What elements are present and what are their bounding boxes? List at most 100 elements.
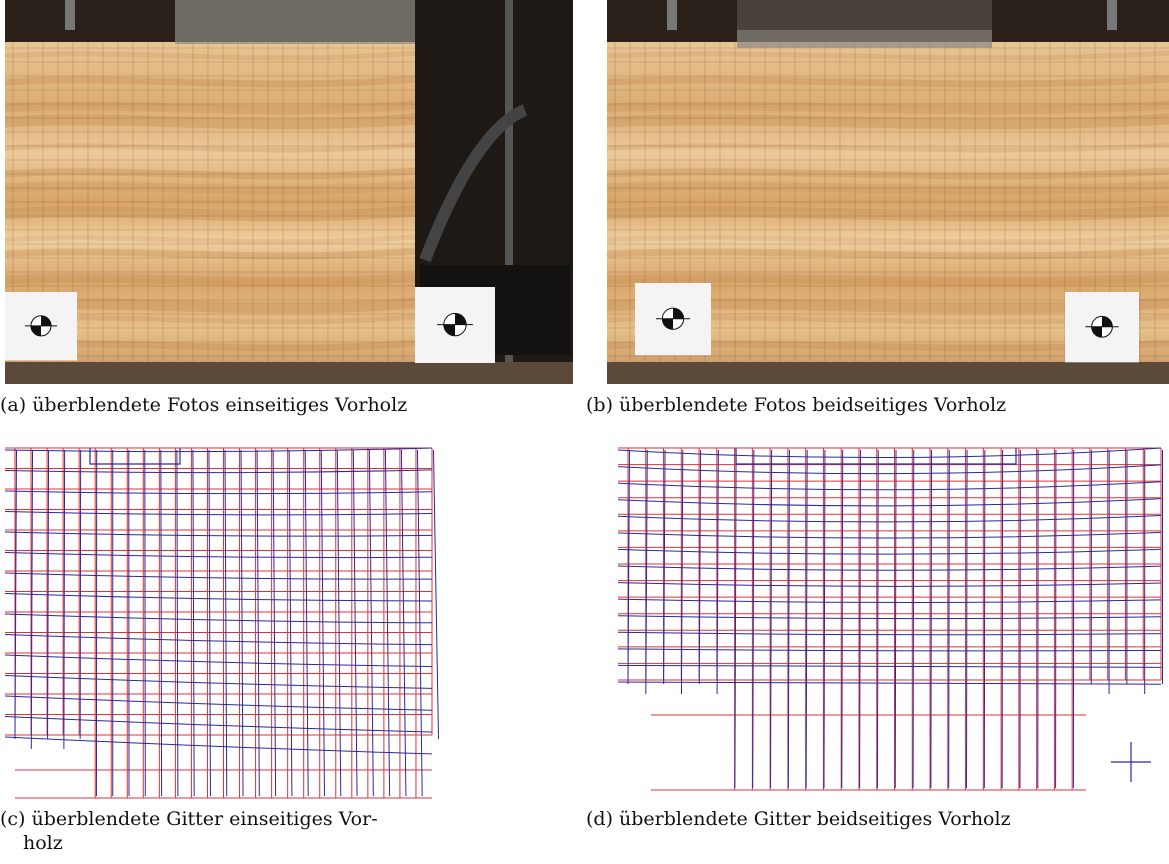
def-horizontal-line	[617, 464, 1162, 475]
wood-grain	[607, 100, 1169, 115]
grid-d-drawing	[617, 447, 1163, 791]
def-vertical-line	[433, 449, 439, 740]
grid-overlay-one-sided	[0, 440, 445, 802]
wood-grain	[5, 234, 416, 245]
def-horizontal-line	[4, 716, 433, 733]
table-surface	[607, 362, 1169, 384]
wood-grain	[607, 234, 1169, 245]
def-horizontal-line	[4, 593, 433, 602]
wood-grain	[607, 142, 1169, 153]
wood-grain	[607, 113, 1169, 130]
def-horizontal-line	[617, 648, 1162, 652]
def-vertical-line	[208, 449, 211, 797]
target-quadrant	[673, 308, 684, 319]
panel-a: (a) überblendete Fotos einseitiges Vorho…	[0, 0, 580, 420]
def-vertical-line	[966, 449, 968, 789]
def-horizontal-line	[4, 654, 433, 667]
target-quadrant	[41, 315, 52, 326]
wood-grain	[607, 247, 1169, 260]
def-horizontal-line	[4, 634, 433, 646]
def-vertical-line	[368, 449, 374, 797]
top-shadow	[607, 0, 1169, 30]
wood-grain	[5, 113, 416, 130]
caption-c-line1: (c) überblendete Gitter einseitiges Vor-	[0, 808, 378, 830]
def-vertical-line	[859, 449, 861, 789]
rod	[667, 0, 677, 30]
def-horizontal-line	[4, 469, 433, 474]
def-horizontal-line	[4, 552, 433, 559]
def-vertical-line	[841, 449, 844, 789]
def-vertical-line	[79, 449, 82, 740]
target-quadrant	[443, 324, 455, 336]
wood-grain	[5, 100, 416, 115]
def-vertical-line	[30, 449, 34, 750]
caption-b: (b) überblendete Fotos beidseitiges Vorh…	[586, 394, 1007, 416]
def-vertical-line	[176, 449, 179, 797]
target-quadrant	[30, 325, 41, 336]
def-horizontal-line	[4, 531, 433, 537]
panel-c: (c) überblendete Gitter einseitiges Vor-…	[0, 430, 580, 864]
def-horizontal-line	[617, 681, 1162, 685]
grid-c-drawing	[4, 447, 439, 799]
wood-grain	[607, 50, 1169, 61]
top-shadow	[5, 0, 175, 28]
caption-c-line2: holz	[23, 832, 63, 854]
caption-a: (a) überblendete Fotos einseitiges Vorho…	[0, 394, 408, 416]
def-vertical-line	[272, 449, 277, 797]
wood-grain	[607, 75, 1169, 88]
def-vertical-line	[336, 449, 342, 797]
def-horizontal-line	[617, 498, 1162, 507]
panel-b: (b) überblendete Fotos beidseitiges Vorh…	[586, 0, 1169, 420]
target-quadrant	[455, 313, 467, 325]
def-horizontal-line	[617, 582, 1162, 587]
grid-overlay-two-sided	[606, 440, 1169, 802]
wood-grain	[5, 50, 416, 61]
def-vertical-line	[63, 449, 66, 750]
stand-pole	[505, 0, 513, 384]
def-vertical-line	[144, 449, 146, 797]
def-vertical-line	[787, 449, 790, 789]
photo-two-sided-notch	[607, 0, 1169, 384]
def-horizontal-line	[617, 664, 1162, 668]
def-horizontal-line	[4, 695, 433, 711]
wood-grain	[5, 272, 416, 287]
photo-b-image	[607, 0, 1169, 384]
def-horizontal-line	[617, 631, 1162, 636]
def-vertical-line	[192, 449, 195, 797]
wood-grain	[607, 167, 1169, 180]
def-vertical-line	[14, 449, 17, 740]
def-horizontal-line	[617, 565, 1162, 571]
panel-d: (d) überblendete Gitter beidseitiges Vor…	[586, 430, 1169, 864]
def-horizontal-line	[617, 531, 1162, 539]
def-horizontal-line	[617, 598, 1162, 603]
def-vertical-line	[256, 449, 260, 797]
def-vertical-line	[752, 449, 755, 789]
def-horizontal-line	[617, 514, 1162, 523]
target-quadrant	[1102, 316, 1113, 327]
def-vertical-line	[823, 449, 826, 789]
def-vertical-line	[240, 449, 244, 797]
wood-grain	[5, 180, 416, 195]
def-vertical-line	[805, 449, 808, 789]
wood-grain	[607, 272, 1169, 287]
def-horizontal-line	[617, 481, 1162, 491]
caption-d: (d) überblendete Gitter beidseitiges Vor…	[586, 808, 1011, 830]
def-horizontal-line	[4, 736, 433, 755]
def-vertical-line	[734, 449, 737, 789]
def-vertical-line	[645, 449, 648, 695]
def-vertical-line	[320, 449, 325, 797]
def-horizontal-line	[4, 613, 433, 624]
def-horizontal-line	[617, 447, 1162, 459]
grid-lines	[4, 447, 439, 799]
target-quadrant	[1091, 326, 1102, 338]
def-horizontal-line	[617, 548, 1162, 555]
wood-grain	[5, 247, 416, 260]
photo-one-sided-notch	[5, 0, 573, 384]
notch-edge	[735, 448, 1017, 465]
camera-arm	[419, 104, 528, 263]
def-horizontal-line	[4, 447, 433, 453]
wood-grain	[5, 75, 416, 88]
target-quadrant	[662, 318, 673, 330]
load-plate	[175, 0, 415, 44]
notch-edge	[89, 448, 181, 465]
